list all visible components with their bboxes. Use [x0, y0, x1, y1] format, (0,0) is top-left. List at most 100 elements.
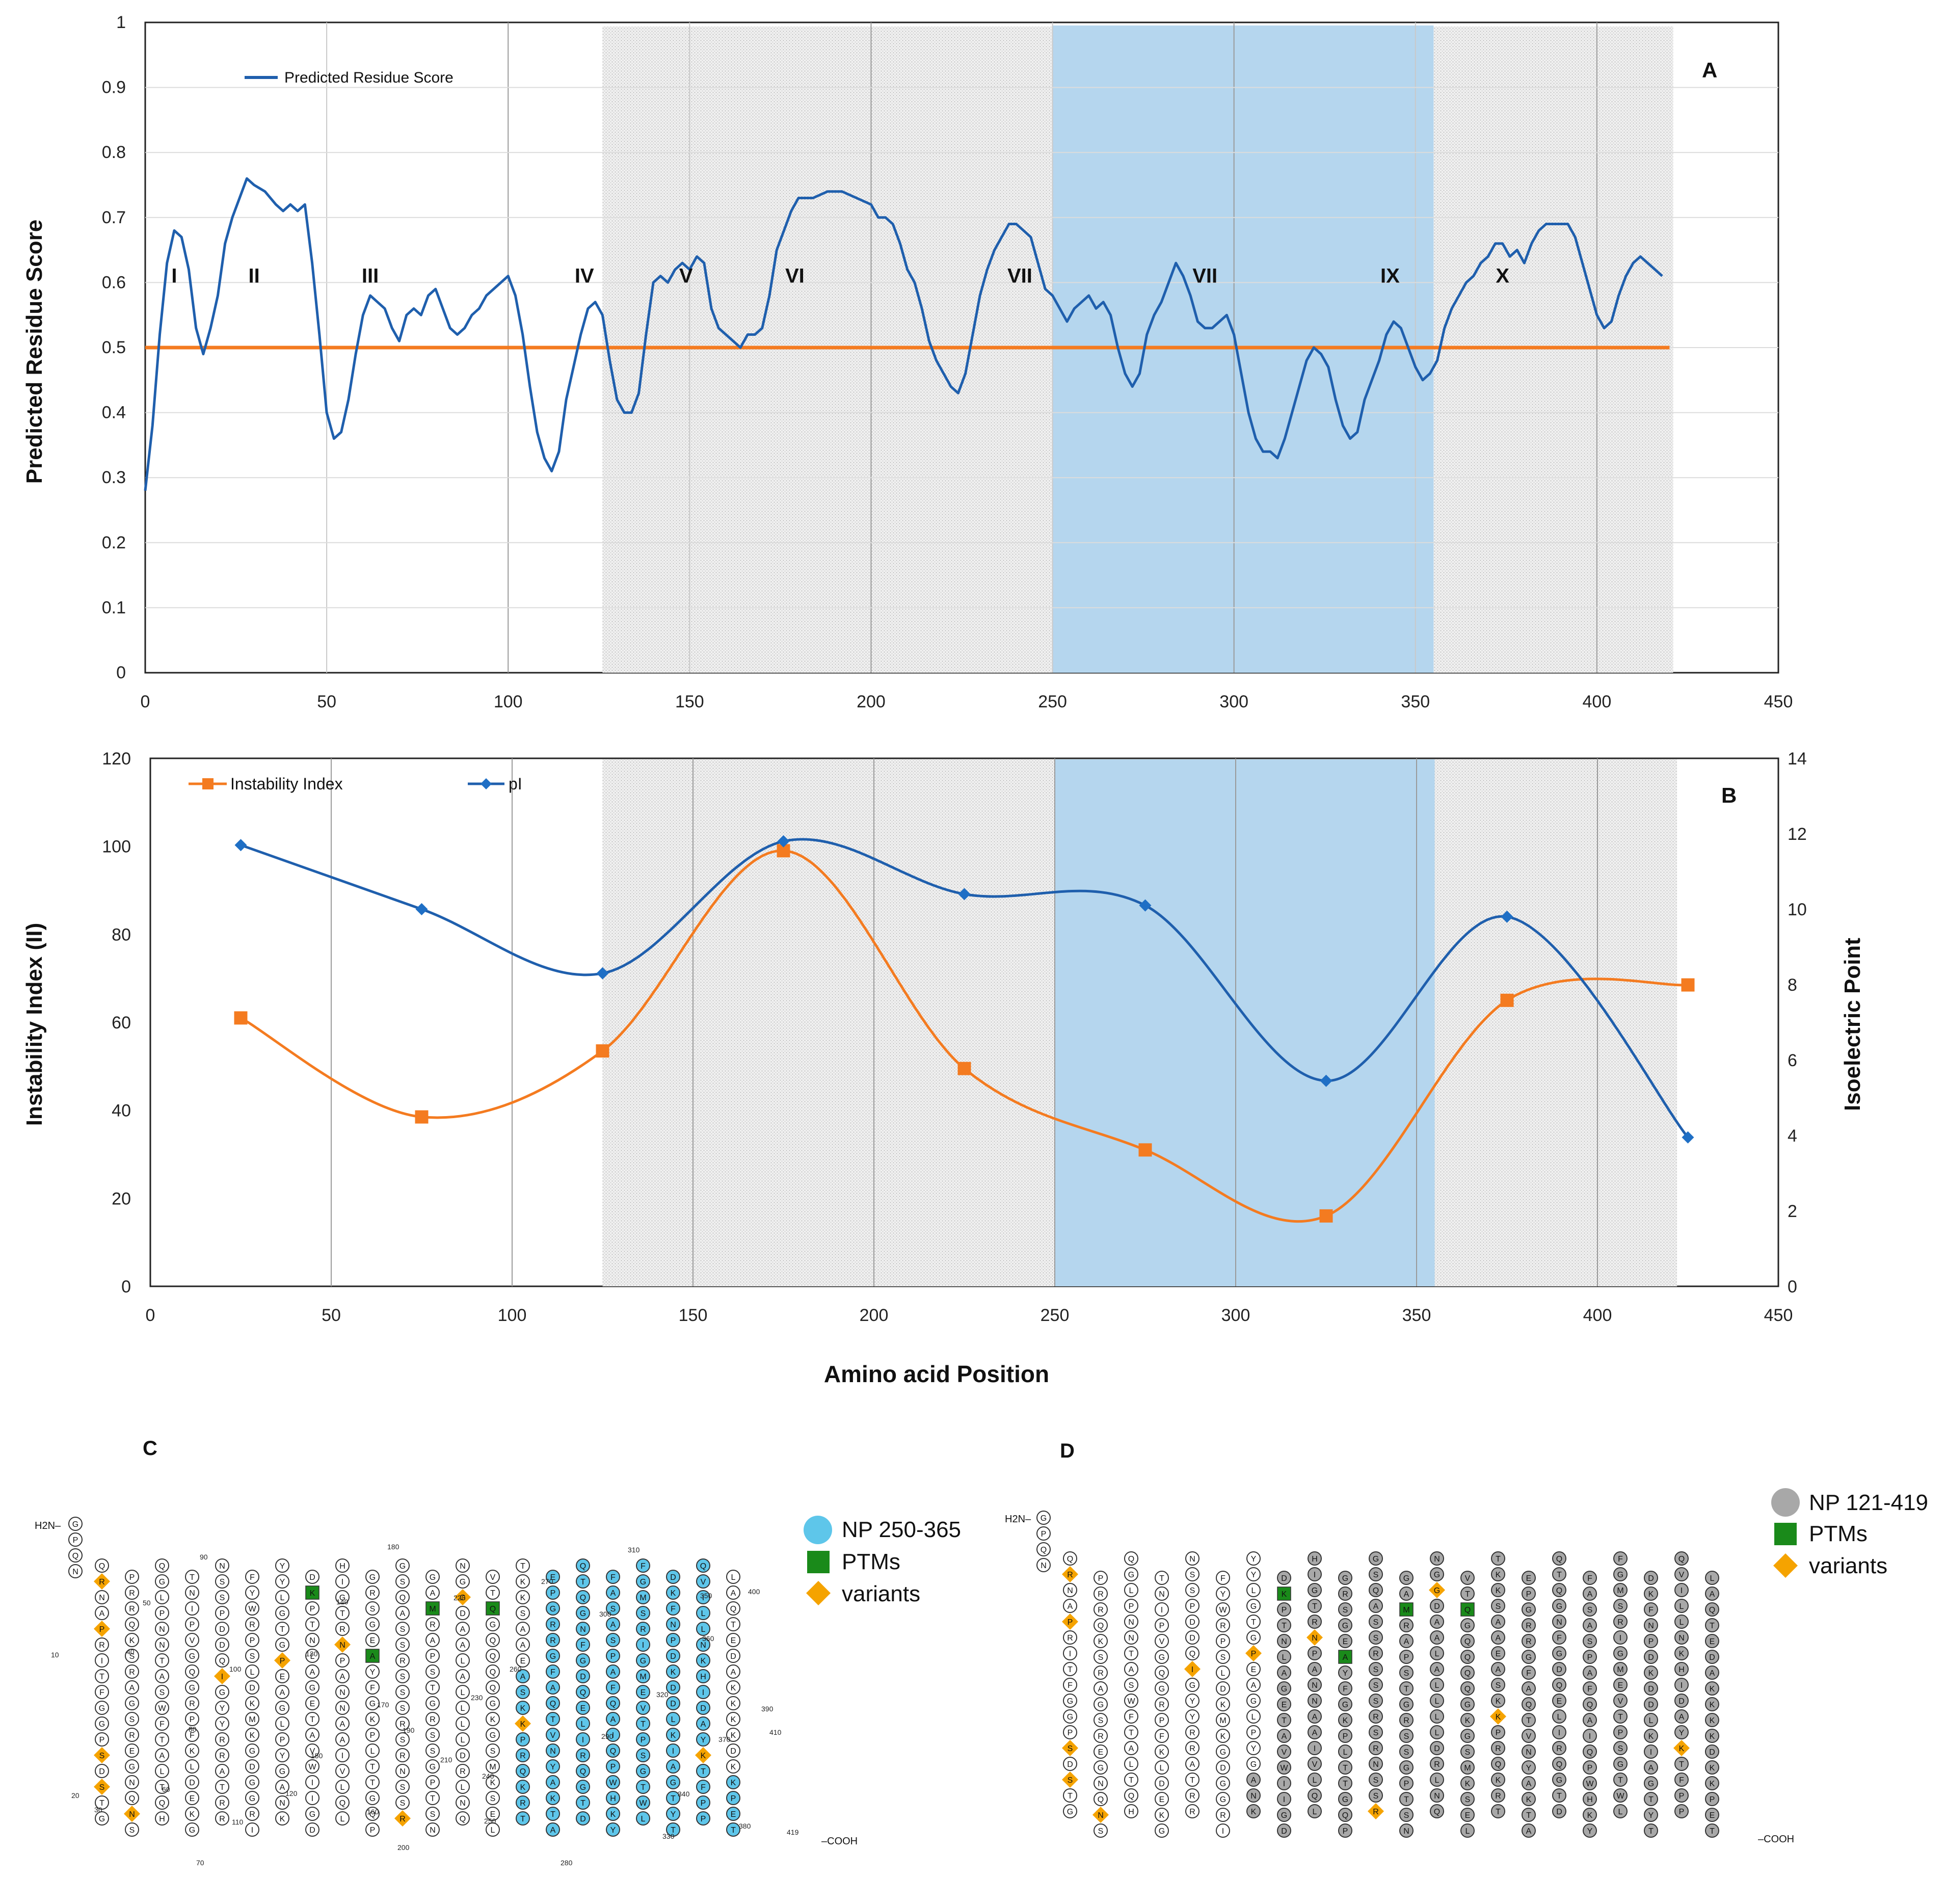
residue-letter: K: [701, 1752, 706, 1760]
residue-letter: R: [129, 1731, 135, 1740]
residue-letter: K: [701, 1657, 706, 1665]
residue-circle: [1491, 1678, 1505, 1692]
residue-letter: G: [249, 1747, 255, 1756]
residue-letter: T: [1648, 1795, 1654, 1804]
residue-letter: I: [341, 1578, 343, 1586]
residue-circle: [666, 1743, 680, 1758]
residue-circle: [125, 1775, 139, 1789]
residue-circle: [546, 1807, 560, 1821]
residue-circle: [606, 1649, 620, 1663]
residue-circle: [696, 1622, 710, 1636]
residue-letter: S: [129, 1826, 135, 1835]
residue-circle: [1399, 1634, 1414, 1648]
residue-circle: [185, 1585, 199, 1600]
residue-circle: [726, 1680, 740, 1695]
residue-circle: [395, 1780, 410, 1794]
residue-circle: [606, 1570, 620, 1584]
residue-circle: [696, 1764, 710, 1778]
residue-letter: S: [370, 1605, 376, 1614]
residue-letter: R: [99, 1641, 105, 1650]
residue-circle: [215, 1574, 229, 1589]
panel-d-legend-ptm-label: PTMs: [1809, 1521, 1868, 1546]
panel-a-region-label: VI: [785, 265, 805, 287]
residue-circle: [365, 1664, 380, 1679]
residue-circle: [1430, 1725, 1444, 1739]
residue-circle: [486, 1633, 500, 1647]
residue-letter: A: [159, 1673, 165, 1681]
residue-circle: [365, 1775, 380, 1789]
residue-letter: G: [640, 1657, 646, 1665]
residue-letter: G: [1250, 1602, 1257, 1611]
panel-b-ytick-label: 80: [112, 925, 131, 944]
panel-a-ylabel: Predicted Residue Score: [22, 220, 47, 484]
residue-circle: [516, 1701, 530, 1715]
residue-circle: [425, 1759, 440, 1774]
panel-b-y2tick-label: 14: [1788, 749, 1807, 769]
residue-letter: D: [249, 1684, 255, 1693]
residue-circle: [425, 1680, 440, 1695]
residue-circle: [1155, 1808, 1169, 1822]
residue-circle: [1705, 1760, 1719, 1775]
panel-b-xtick-label: 350: [1402, 1306, 1431, 1325]
residue-circle: [1216, 1729, 1230, 1743]
residue-circle: [1094, 1729, 1108, 1743]
residue-letter: S: [610, 1636, 616, 1645]
residue-circle: [365, 1759, 380, 1774]
residue-letter: A: [1587, 1622, 1593, 1630]
panel-a-chart: 00.10.20.30.40.50.60.70.80.91 0 50 100 150 2…: [22, 13, 1793, 711]
variant-residue-marker: [214, 1668, 230, 1684]
residue-circle: [1246, 1583, 1261, 1597]
residue-letter: N: [129, 1779, 135, 1787]
residue-circle: [546, 1791, 560, 1805]
residue-circle: [125, 1617, 139, 1631]
residue-circle: [275, 1795, 289, 1810]
residue-letter: E: [1251, 1665, 1257, 1674]
residue-circle: [1155, 1713, 1169, 1727]
residue-circle: [726, 1696, 740, 1710]
ptm-residue-marker: [1338, 1650, 1352, 1664]
residue-letter: G: [189, 1652, 195, 1661]
residue-letter: A: [340, 1736, 345, 1744]
residue-letter: F: [1129, 1713, 1134, 1722]
variant-residue-marker: [1062, 1614, 1078, 1630]
residue-letter: Q: [1098, 1795, 1104, 1804]
panel-b-ytick-label: 20: [112, 1189, 131, 1208]
residue-circle: [395, 1669, 410, 1683]
residue-circle: [1522, 1571, 1536, 1585]
residue-position-label: 150: [311, 1752, 323, 1760]
residue-circle: [125, 1759, 139, 1774]
residue-letter: L: [701, 1625, 706, 1634]
residue-letter: K: [250, 1700, 255, 1708]
residue-letter: P: [280, 1736, 285, 1744]
residue-circle: [335, 1764, 350, 1778]
residue-letter: G: [580, 1657, 586, 1665]
residue-circle: [1674, 1678, 1689, 1692]
residue-letter: D: [1678, 1697, 1685, 1706]
residue-letter: I: [341, 1752, 343, 1760]
panel-b-legend-pi-label: pI: [509, 775, 522, 793]
residue-letter: A: [1496, 1634, 1501, 1643]
residue-letter: P: [1679, 1808, 1685, 1816]
residue-letter: K: [129, 1636, 135, 1645]
residue-circle: [425, 1649, 440, 1663]
residue-letter: K: [731, 1779, 736, 1787]
residue-letter: F: [99, 1688, 104, 1697]
residue-letter: R: [1373, 1744, 1379, 1753]
residue-letter: S: [1098, 1716, 1104, 1725]
residue-letter: E: [1282, 1701, 1287, 1709]
residue-letter: V: [310, 1747, 315, 1756]
residue-position-label: 260: [510, 1665, 522, 1673]
panel-a-region-label: V: [679, 265, 693, 287]
residue-circle: [335, 1606, 350, 1620]
residue-circle: [1613, 1757, 1628, 1771]
residue-circle: [1399, 1650, 1414, 1664]
panel-c-legend-variant-icon: [806, 1581, 831, 1605]
residue-letter: Q: [1556, 1586, 1562, 1595]
residue-letter: W: [639, 1799, 647, 1808]
residue-letter: D: [249, 1763, 255, 1771]
residue-circle: [1124, 1741, 1138, 1755]
panel-b-ii-point: [1319, 1209, 1333, 1223]
residue-circle: [546, 1822, 560, 1837]
residue-letter: R: [1434, 1760, 1440, 1769]
residue-letter: L: [1313, 1808, 1317, 1816]
